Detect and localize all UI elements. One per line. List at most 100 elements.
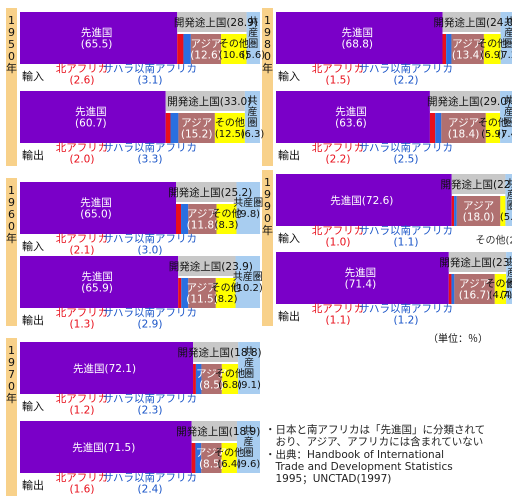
bar-north-africa [448, 274, 452, 304]
bar-developing-header [178, 256, 236, 276]
label-developed: 先進国(60.7) [75, 106, 107, 130]
bar-asia [441, 113, 486, 143]
year-label-char: 5 [8, 38, 15, 51]
bar-communist [236, 421, 260, 473]
year-label-char: 6 [8, 208, 15, 221]
bar-asia [201, 443, 222, 473]
bar-other [216, 204, 237, 234]
label-north-africa: 北アフリカ(1.1) [312, 303, 365, 327]
bar-other [494, 274, 507, 304]
year-label-char: 年 [6, 231, 17, 245]
label-communist: 共産圏(7.2) [497, 16, 512, 61]
label-asia: アジア(18.4) [448, 117, 480, 141]
bar-north-africa [451, 196, 455, 226]
label-communist: 共産圏(9.8) [233, 196, 263, 220]
bar-developed [20, 421, 192, 473]
label-sub-saharan: サハラ以南アフリカ(2.3) [103, 392, 197, 417]
bar-communist [244, 91, 260, 143]
bar-developing-header [442, 12, 501, 32]
label-developed: 先進国(63.6) [335, 106, 367, 130]
bar-developed [20, 12, 178, 64]
label-developing: 開発途上国(24.0) [433, 16, 512, 29]
year-label-char: 9 [8, 196, 15, 209]
label-sub-saharan: サハラ以南アフリカ(3.0) [103, 232, 197, 257]
bar-communist [500, 91, 512, 143]
bar-north-africa [442, 34, 447, 64]
year-label-char: 7 [8, 368, 15, 381]
label-sub-saharan: サハラ以南アフリカ(3.3) [103, 141, 197, 166]
label-other: その他(4.7) [485, 277, 512, 301]
bar-north-africa [165, 113, 171, 143]
bar-developing-header [448, 252, 507, 272]
label-north-africa: 北アフリカ(2.0) [56, 142, 109, 166]
bar-sub-saharan [446, 34, 452, 64]
bar-developed [20, 342, 194, 394]
bar-developed [276, 12, 443, 64]
bar-developed [20, 91, 166, 143]
year-label-char: 年 [6, 391, 17, 405]
label-north-africa: 北アフリカ(2.6) [56, 63, 109, 87]
label-asia: アジア(18.0) [463, 200, 495, 224]
label-developing: 開発途上国(22.2) [441, 178, 512, 191]
bar-communist [500, 12, 512, 64]
label-other: その他(8.3) [212, 207, 242, 231]
label-flow: 輸入 [22, 399, 44, 413]
year-label-char: 0 [264, 212, 271, 225]
bar-developing-header [451, 174, 506, 194]
label-developing: 開発途上国(25.2) [168, 186, 252, 199]
note-line-5: 1995；UNCTAD(1997) [265, 473, 392, 485]
note-line-1: ・日本と南アフリカは「先進国」に分類されて [265, 424, 486, 436]
label-flow: 輸出 [278, 309, 300, 323]
label-sub-saharan: サハラ以南アフリカ(1.1) [359, 224, 453, 249]
bar-asia [456, 196, 501, 226]
label-developing: 開発途上国(33.0) [167, 95, 251, 108]
label-communist: 共産圏(10.2) [233, 270, 263, 294]
year-label-char: 年 [6, 61, 17, 75]
bar-other [485, 113, 501, 143]
note-line-2: おり、アジア、アフリカには含まれていない [265, 436, 484, 448]
bar-sub-saharan [181, 278, 189, 308]
bar-sub-saharan [435, 113, 442, 143]
year-strip [6, 178, 17, 326]
label-north-africa: 北アフリカ(1.5) [312, 63, 365, 87]
bar-developed [276, 91, 430, 143]
label-developing: 開発途上国(18.9) [176, 425, 260, 438]
year-label-char: 9 [8, 356, 15, 369]
label-flow: 輸出 [22, 478, 44, 492]
label-asia: アジア(11.8) [187, 208, 219, 232]
bar-developing-header [191, 421, 237, 441]
label-sub-saharan: サハラ以南アフリカ(2.9) [103, 306, 197, 331]
note-line-4: Trade and Development Statistics [265, 461, 453, 473]
year-label-char: 0 [264, 50, 271, 63]
unit-label: （単位：％） [428, 334, 488, 345]
label-communist: 共産圏(9.1) [237, 346, 261, 391]
year-label-char: 1 [264, 176, 271, 189]
label-flow: 輸出 [22, 148, 44, 162]
label-developed: 先進国(65.0) [80, 197, 112, 221]
bar-other [221, 34, 247, 64]
year-label-char: 9 [264, 200, 271, 213]
bar-north-africa [176, 204, 182, 234]
label-flow: 輸入 [278, 69, 300, 83]
bar-asia [188, 278, 216, 308]
label-communist: 共産圏(6.3) [241, 95, 265, 140]
bar-developing-header [429, 91, 501, 111]
bar-communist [506, 252, 512, 304]
label-developing: 開発途上国(23.9) [169, 260, 253, 273]
year-label-char: 1 [8, 184, 15, 197]
bar-sub-saharan [451, 274, 455, 304]
year-label-char: 8 [264, 38, 271, 51]
label-developed: 先進国(65.5) [81, 27, 113, 51]
bar-developed [276, 174, 452, 226]
label-asia: アジア(11.5) [186, 282, 218, 306]
label-north-africa: 北アフリカ(1.3) [56, 307, 109, 331]
label-asia: アジア(12.6) [190, 38, 222, 62]
bar-communist [235, 256, 260, 308]
label-communist: 共産圏(5.2) [500, 178, 512, 223]
bar-north-africa [178, 278, 182, 308]
label-asia: アジア(8.5) [196, 368, 227, 392]
label-sub-saharan: サハラ以南アフリカ(2.5) [359, 141, 453, 166]
label-sub-saharan: サハラ以南アフリカ(1.2) [359, 302, 453, 327]
year-strip [262, 170, 273, 326]
year-label-char: 9 [8, 26, 15, 39]
